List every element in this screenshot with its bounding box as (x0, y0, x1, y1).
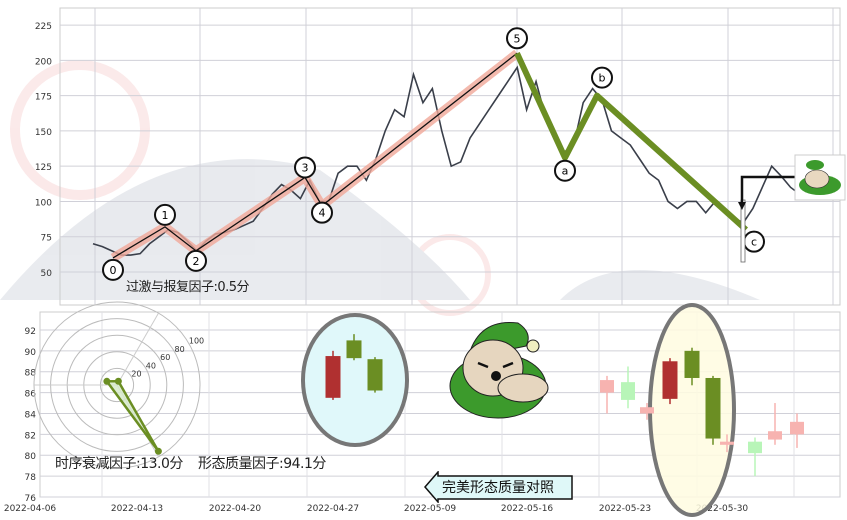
reference-ellipse (301, 313, 409, 447)
wave-marker-circle (554, 159, 576, 182)
wave-marker-circle (506, 27, 528, 50)
x-tick-label: 2022-04-06 (4, 504, 57, 514)
arrow-down-icon (738, 202, 746, 210)
x-tick-label: 2022-05-23 (599, 504, 651, 514)
compare-button-label: 完美形态质量对照 (442, 480, 554, 496)
wave-marker-label: 4 (319, 207, 326, 220)
actual-ellipse (648, 303, 736, 517)
target-bracket (740, 175, 795, 205)
y-tick-label: 84 (25, 410, 37, 420)
y-tick-label: 86 (25, 390, 37, 400)
dog-body (497, 373, 549, 403)
y-tick-label: 82 (25, 431, 36, 441)
y-tick-label: 92 (25, 327, 36, 337)
y-tick-label: 150 (35, 128, 52, 138)
wave-marker-circle (154, 203, 176, 226)
context-candle-body (790, 421, 804, 435)
y-tick-label: 175 (35, 93, 52, 103)
radar-axis (116, 312, 159, 386)
y-tick-label: 88 (25, 369, 37, 379)
context-candle-body (621, 382, 635, 400)
y-tick-label: 125 (35, 163, 52, 173)
quality-factor-label: 形态质量因子:94.1分 (198, 456, 326, 472)
impulse-wave-line (112, 52, 518, 259)
radar-tick-label: 80 (175, 345, 185, 354)
x-tick-label: 2022-04-13 (111, 504, 163, 514)
reference-candle-body (325, 356, 341, 398)
y-tick-label: 100 (35, 198, 52, 208)
y-tick-label: 200 (35, 57, 52, 67)
excess-factor-label: 过激与报复因子:0.5分 (126, 280, 250, 295)
radar-point (114, 377, 122, 385)
dog-thumbnail-icon (794, 154, 846, 201)
y-tick-label: 75 (41, 234, 52, 244)
context-candle-body (748, 441, 762, 454)
dog-hat-pompom (526, 339, 540, 353)
wave-marker-circle (185, 249, 207, 272)
decay-factor-label: 时序衰减因子:13.0分 (55, 456, 183, 472)
wave-marker-circle (311, 201, 333, 224)
y-tick-label: 90 (25, 348, 37, 358)
wave-marker-label: a (562, 165, 569, 178)
wave-marker-label: c (751, 236, 757, 249)
actual-candle-body (705, 377, 721, 439)
radar-tick-label: 60 (160, 353, 170, 362)
actual-candle-body (684, 350, 700, 378)
radar-tick-label: 20 (131, 370, 141, 379)
wave-marker-label: 5 (514, 32, 521, 45)
radar-point (103, 377, 111, 385)
context-candle-body (640, 407, 654, 414)
x-tick-label: 2022-05-30 (696, 504, 749, 514)
reference-candle-body (346, 340, 362, 359)
y-tick-label: 78 (25, 473, 37, 483)
wave-marker-label: 1 (162, 209, 169, 222)
corrective-wave-line (514, 52, 749, 232)
dog-nose (491, 371, 501, 381)
x-tick-label: 2022-05-09 (404, 504, 457, 514)
dog-hat (806, 160, 824, 170)
sleeping-dog-icon (449, 321, 549, 419)
x-tick-label: 2022-04-27 (307, 504, 359, 514)
wave-marker-label: 3 (302, 161, 309, 174)
arrow-left-icon (424, 471, 573, 503)
wave-marker-circle (294, 156, 316, 179)
y-tick-label: 80 (25, 452, 37, 462)
dog-head (804, 169, 830, 189)
radar-polygon (104, 379, 160, 452)
dog-eyes (477, 361, 514, 369)
radar-point (154, 447, 162, 455)
actual-candle-body (662, 361, 678, 399)
context-candle-body (600, 380, 614, 393)
reference-candle-body (367, 359, 383, 391)
context-candle-body (720, 441, 734, 445)
current-bar (740, 199, 746, 263)
x-tick-label: 2022-04-20 (209, 504, 262, 514)
wave-marker-circle (102, 258, 124, 281)
context-candle-body (768, 431, 782, 440)
wave-marker-label: 0 (110, 264, 117, 277)
x-tick-label: 2022-05-16 (501, 504, 554, 514)
wave-marker-label: b (599, 72, 606, 85)
radar-tick-label: 40 (146, 361, 156, 370)
y-tick-label: 76 (25, 494, 37, 504)
wave-marker-label: 2 (193, 255, 200, 268)
compare-button[interactable]: 完美形态质量对照 (424, 471, 574, 503)
y-tick-label: 225 (35, 22, 52, 32)
radar-tick-label: 100 (189, 337, 204, 346)
wave-marker-circle (591, 66, 613, 89)
y-tick-label: 50 (41, 269, 53, 279)
